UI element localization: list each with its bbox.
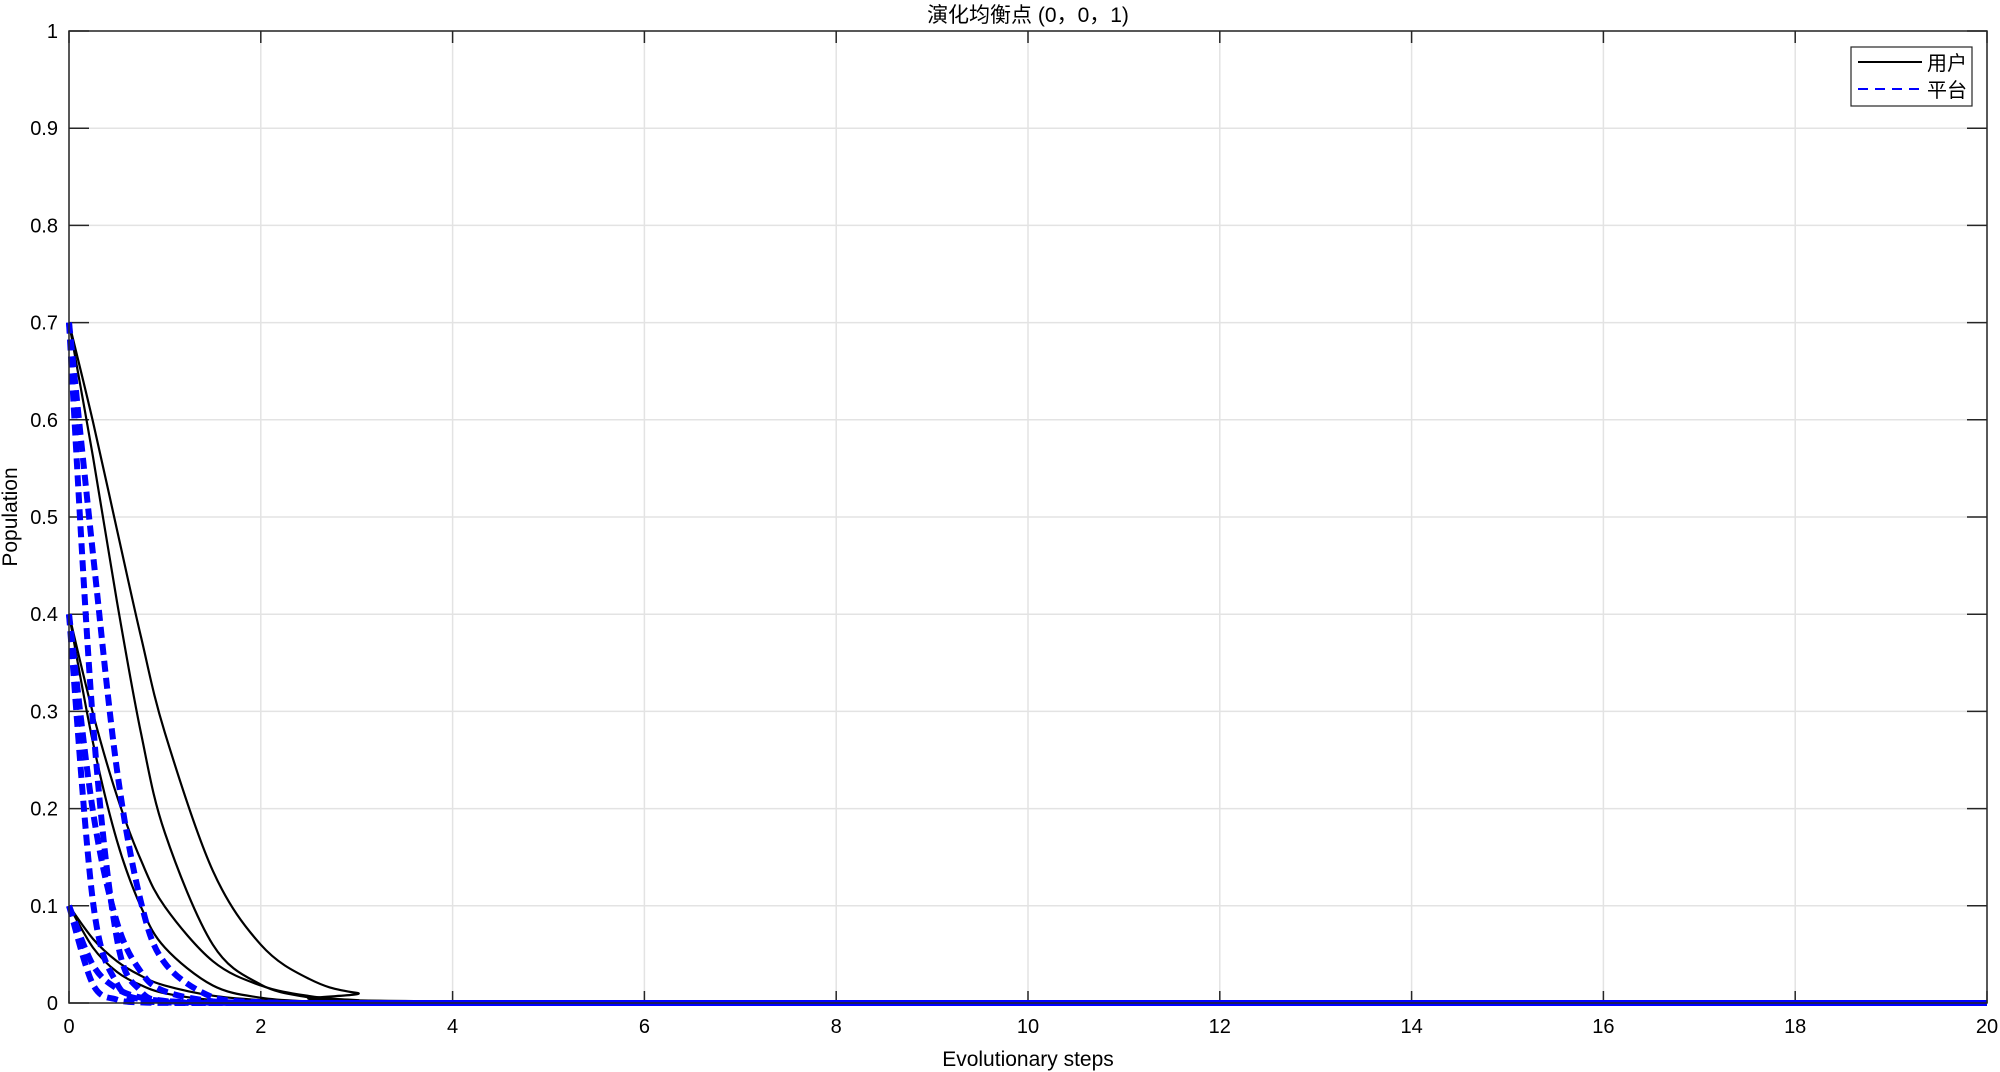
x-tick-label: 16: [1592, 1016, 1614, 1038]
y-tick-label: 0.1: [30, 896, 58, 918]
chart-title: 演化均衡点 (0，0，1): [927, 4, 1129, 27]
y-tick-label: 1: [47, 21, 58, 43]
y-tick-label: 0.3: [30, 701, 58, 723]
y-tick-label: 0: [47, 993, 58, 1015]
y-tick-label: 0.5: [30, 507, 58, 529]
legend[interactable]: 用户 平台: [1850, 46, 1973, 107]
x-tick-label: 6: [639, 1016, 650, 1038]
x-tick-label: 12: [1209, 1016, 1231, 1038]
y-tick-label: 0.7: [30, 313, 58, 335]
legend-label-users: 用户: [1927, 52, 1967, 75]
y-tick-label: 0.6: [30, 410, 58, 432]
y-axis-label: Population: [0, 467, 22, 566]
plot-frame: [68, 30, 1988, 1004]
x-tick-label: 18: [1784, 1016, 1806, 1038]
x-axis-label: Evolutionary steps: [942, 1048, 1114, 1071]
x-tick-label: 10: [1017, 1016, 1039, 1038]
x-tick-label: 14: [1400, 1016, 1422, 1038]
legend-label-platform: 平台: [1927, 79, 1967, 102]
ticks: 0 2 4 6 8 10 12 14 16 18 20 0 0.1 0.2 0.3 0.4 0.5 0.6 0.7 0…: [30, 21, 1998, 1038]
x-tick-label: 2: [255, 1016, 266, 1038]
x-tick-label: 4: [447, 1016, 458, 1038]
grid: [68, 30, 1988, 1004]
x-tick-label: 8: [831, 1016, 842, 1038]
y-tick-label: 0.2: [30, 799, 58, 821]
legend-box: [1850, 46, 1973, 107]
y-tick-label: 0.9: [30, 118, 58, 140]
y-tick-label: 0.4: [30, 604, 58, 626]
x-tick-label: 20: [1976, 1016, 1998, 1038]
y-tick-label: 0.8: [30, 215, 58, 237]
x-tick-label: 0: [63, 1016, 74, 1038]
